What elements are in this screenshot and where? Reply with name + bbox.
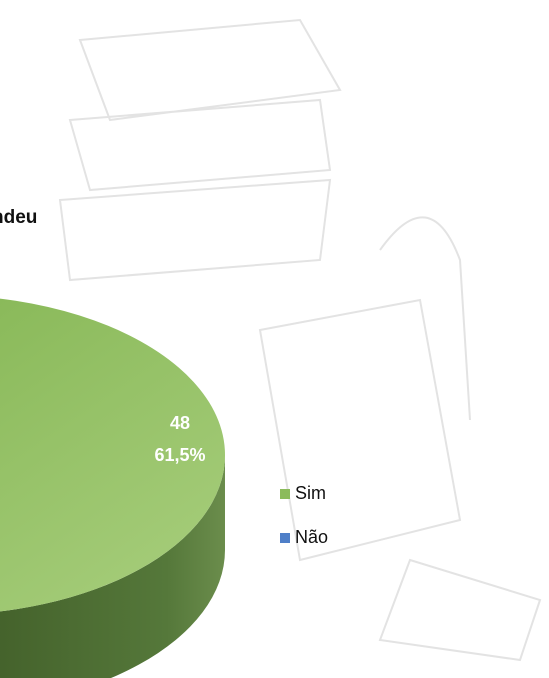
- data-label: 48: [170, 413, 190, 433]
- background-sketch: [58, 18, 542, 662]
- legend-swatch: [280, 489, 290, 499]
- chart-title: ndeu: [0, 207, 37, 228]
- legend-label: Sim: [295, 483, 326, 503]
- pie-slice: [0, 298, 225, 612]
- legend-label: Não: [295, 527, 328, 547]
- legend-swatch: [280, 533, 290, 543]
- data-label: 61,5%: [154, 445, 205, 465]
- pie-slice-side: [0, 455, 225, 678]
